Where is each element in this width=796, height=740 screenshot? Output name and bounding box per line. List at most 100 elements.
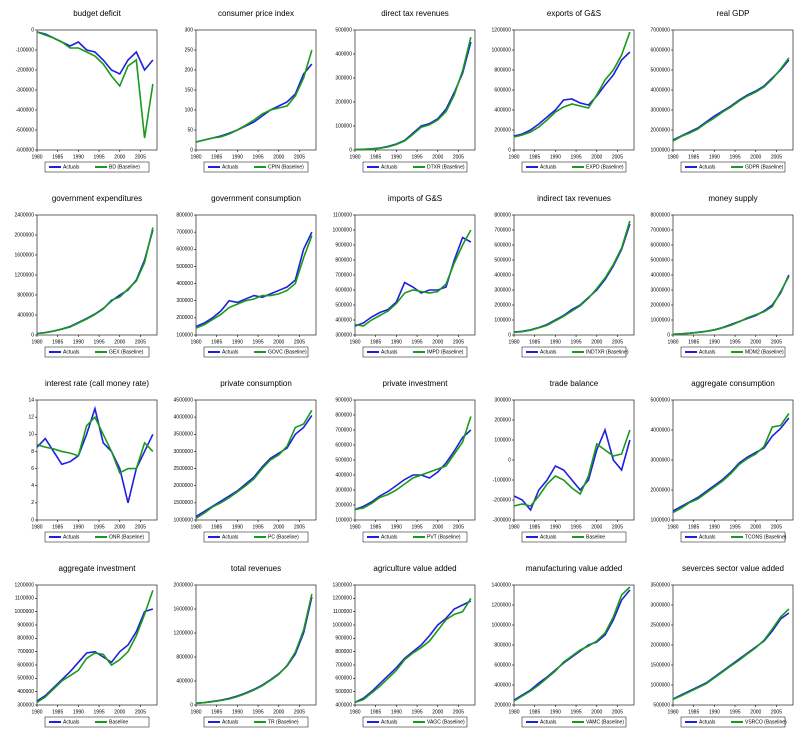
y-tick-label: 500000 (176, 264, 193, 270)
x-tick-label: 1980 (349, 709, 360, 715)
y-tick-label: 2000000 (174, 483, 194, 489)
x-tick-label: 1985 (52, 524, 63, 530)
plot-frame (195, 399, 317, 521)
y-tick-label: 1000000 (333, 622, 353, 628)
y-tick-label: 700000 (176, 229, 193, 235)
y-tick-label: 500000 (335, 457, 352, 463)
legend-label: Actuals (381, 349, 398, 355)
legend-label: Actuals (540, 349, 557, 355)
x-tick-label: 1995 (253, 154, 264, 160)
legend-label: Actuals (540, 534, 557, 540)
y-tick-label: 600000 (335, 287, 352, 293)
y-tick-label: 1100000 (333, 609, 352, 615)
y-tick-label: 250 (185, 47, 194, 53)
x-tick-label: 2005 (612, 154, 623, 160)
x-tick-label: 1985 (529, 524, 540, 530)
y-tick-label: 800000 (335, 257, 352, 263)
series-line (354, 37, 472, 151)
y-tick-label: 100000 (176, 332, 193, 338)
x-tick-label: 1985 (52, 339, 63, 345)
y-tick-label: 3500000 (651, 582, 671, 588)
x-tick-label: 1995 (571, 339, 582, 345)
y-tick-label: 200000 (494, 417, 511, 423)
legend-label: PVT (Baseline) (427, 534, 461, 540)
series-line (672, 612, 790, 700)
legend-label: VSRCO (Baseline) (745, 719, 787, 725)
legend-label: Actuals (63, 719, 80, 725)
x-tick-label: 1985 (688, 339, 699, 345)
x-tick-label: 1995 (94, 154, 105, 160)
y-tick-label: 400000 (494, 682, 511, 688)
y-tick-label: 1200000 (15, 582, 35, 588)
chart-title: private consumption (220, 379, 292, 388)
y-tick-label: 400000 (494, 272, 511, 278)
y-tick-label: 2000000 (651, 127, 671, 133)
x-tick-label: 1990 (709, 339, 720, 345)
x-tick-label: 1980 (190, 709, 201, 715)
x-tick-label: 1985 (370, 524, 381, 530)
series-line (672, 57, 790, 142)
x-tick-label: 2005 (294, 339, 305, 345)
y-tick-label: 300000 (176, 298, 193, 304)
x-tick-label: 1985 (688, 524, 699, 530)
legend-label: Actuals (699, 349, 716, 355)
x-tick-label: 1990 (709, 524, 720, 530)
y-tick-label: 0 (31, 27, 34, 33)
x-tick-label: 1985 (370, 339, 381, 345)
y-tick-label: 3000000 (651, 107, 671, 113)
plot-frame (513, 399, 635, 521)
x-tick-label: 1980 (349, 154, 360, 160)
x-tick-label: 1980 (667, 339, 678, 345)
y-tick-label: 300000 (335, 332, 352, 338)
x-tick-label: 1990 (73, 709, 84, 715)
chart-title: agriculture value added (373, 564, 456, 573)
x-tick-label: 2005 (771, 154, 782, 160)
series-line (513, 589, 631, 701)
series-line (36, 405, 154, 504)
x-tick-label: 1990 (73, 524, 84, 530)
x-tick-label: 1980 (190, 339, 201, 345)
x-tick-label: 2005 (135, 709, 146, 715)
x-tick-label: 2000 (750, 524, 761, 530)
y-tick-label: 200 (185, 67, 194, 73)
legend-label: TR (Baseline) (268, 719, 299, 725)
x-tick-label: 2000 (273, 154, 284, 160)
x-tick-label: 2000 (750, 339, 761, 345)
series-line (195, 63, 313, 143)
y-tick-label: 700000 (335, 272, 352, 278)
y-tick-label: 1300000 (333, 582, 353, 588)
x-tick-label: 2005 (612, 339, 623, 345)
y-tick-label: 0 (190, 147, 193, 153)
x-tick-label: 1995 (730, 339, 741, 345)
x-tick-label: 2000 (114, 709, 125, 715)
x-tick-label: 1995 (253, 339, 264, 345)
y-tick-label: 200000 (494, 302, 511, 308)
x-tick-label: 1995 (571, 524, 582, 530)
y-tick-label: 300000 (335, 75, 352, 81)
x-tick-label: 2000 (591, 154, 602, 160)
x-tick-label: 1990 (73, 154, 84, 160)
y-tick-label: 500000 (494, 257, 511, 263)
series-line (513, 220, 631, 334)
plot-frame (354, 584, 476, 706)
chart-title: aggregate investment (59, 564, 137, 573)
x-tick-label: 1980 (667, 154, 678, 160)
series-line (195, 596, 313, 704)
legend-label: VAGC (Baseline) (427, 719, 465, 725)
x-tick-label: 1980 (667, 709, 678, 715)
series-line (513, 427, 631, 512)
legend-label: ONR (Baseline) (109, 534, 144, 540)
legend-label: VAMC (Baseline) (586, 719, 624, 725)
legend-label: Actuals (222, 164, 239, 170)
y-tick-label: 8000000 (651, 212, 671, 218)
x-tick-label: 2005 (294, 154, 305, 160)
x-tick-label: 2005 (453, 709, 464, 715)
x-tick-label: 1985 (688, 709, 699, 715)
y-tick-label: 800000 (335, 412, 352, 418)
x-tick-label: 1985 (52, 709, 63, 715)
y-tick-label: 1000000 (651, 517, 671, 523)
y-tick-label: 900000 (335, 636, 352, 642)
y-tick-label: 150 (185, 87, 194, 93)
y-tick-label: 12 (28, 414, 34, 420)
series-line (672, 417, 790, 512)
